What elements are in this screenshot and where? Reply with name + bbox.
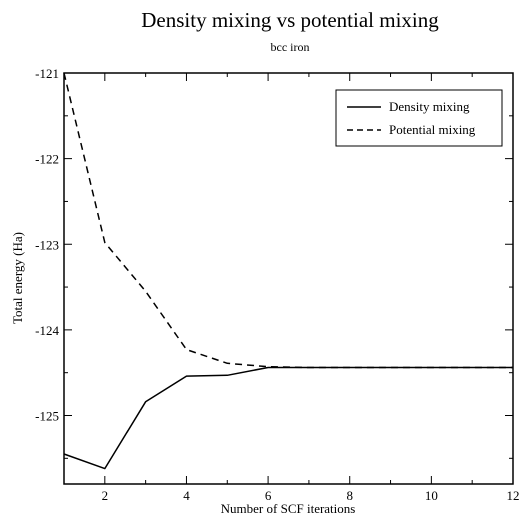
legend-label-density: Density mixing bbox=[389, 99, 470, 114]
x-tick-label: 2 bbox=[102, 488, 109, 503]
y-tick-label: -122 bbox=[35, 152, 59, 167]
y-tick-label: -123 bbox=[35, 237, 59, 252]
x-tick-label: 10 bbox=[425, 488, 438, 503]
y-tick-label: -121 bbox=[35, 66, 59, 81]
x-tick-label: 12 bbox=[507, 488, 520, 503]
x-tick-label: 4 bbox=[183, 488, 190, 503]
y-axis-label: Total energy (Ha) bbox=[10, 232, 25, 324]
series-layer bbox=[63, 72, 513, 470]
tick-layer: 2 4 6 8 10 12 -125 -124 -123 -122 -121 bbox=[35, 66, 519, 503]
x-tick-label: 6 bbox=[265, 488, 272, 503]
plot-frame bbox=[63, 72, 514, 485]
chart-subtitle: bcc iron bbox=[271, 40, 310, 54]
y-tick-label: -124 bbox=[35, 323, 59, 338]
chart-title: Density mixing vs potential mixing bbox=[141, 8, 439, 32]
legend-box bbox=[335, 89, 503, 147]
x-axis-label: Number of SCF iterations bbox=[221, 501, 356, 516]
series-line-potential bbox=[63, 72, 513, 369]
y-tick-label: -125 bbox=[35, 409, 59, 424]
series-line-density bbox=[63, 366, 513, 470]
legend: Density mixing Potential mixing bbox=[335, 89, 503, 147]
legend-label-potential: Potential mixing bbox=[389, 122, 476, 137]
x-tick-label: 8 bbox=[346, 488, 353, 503]
